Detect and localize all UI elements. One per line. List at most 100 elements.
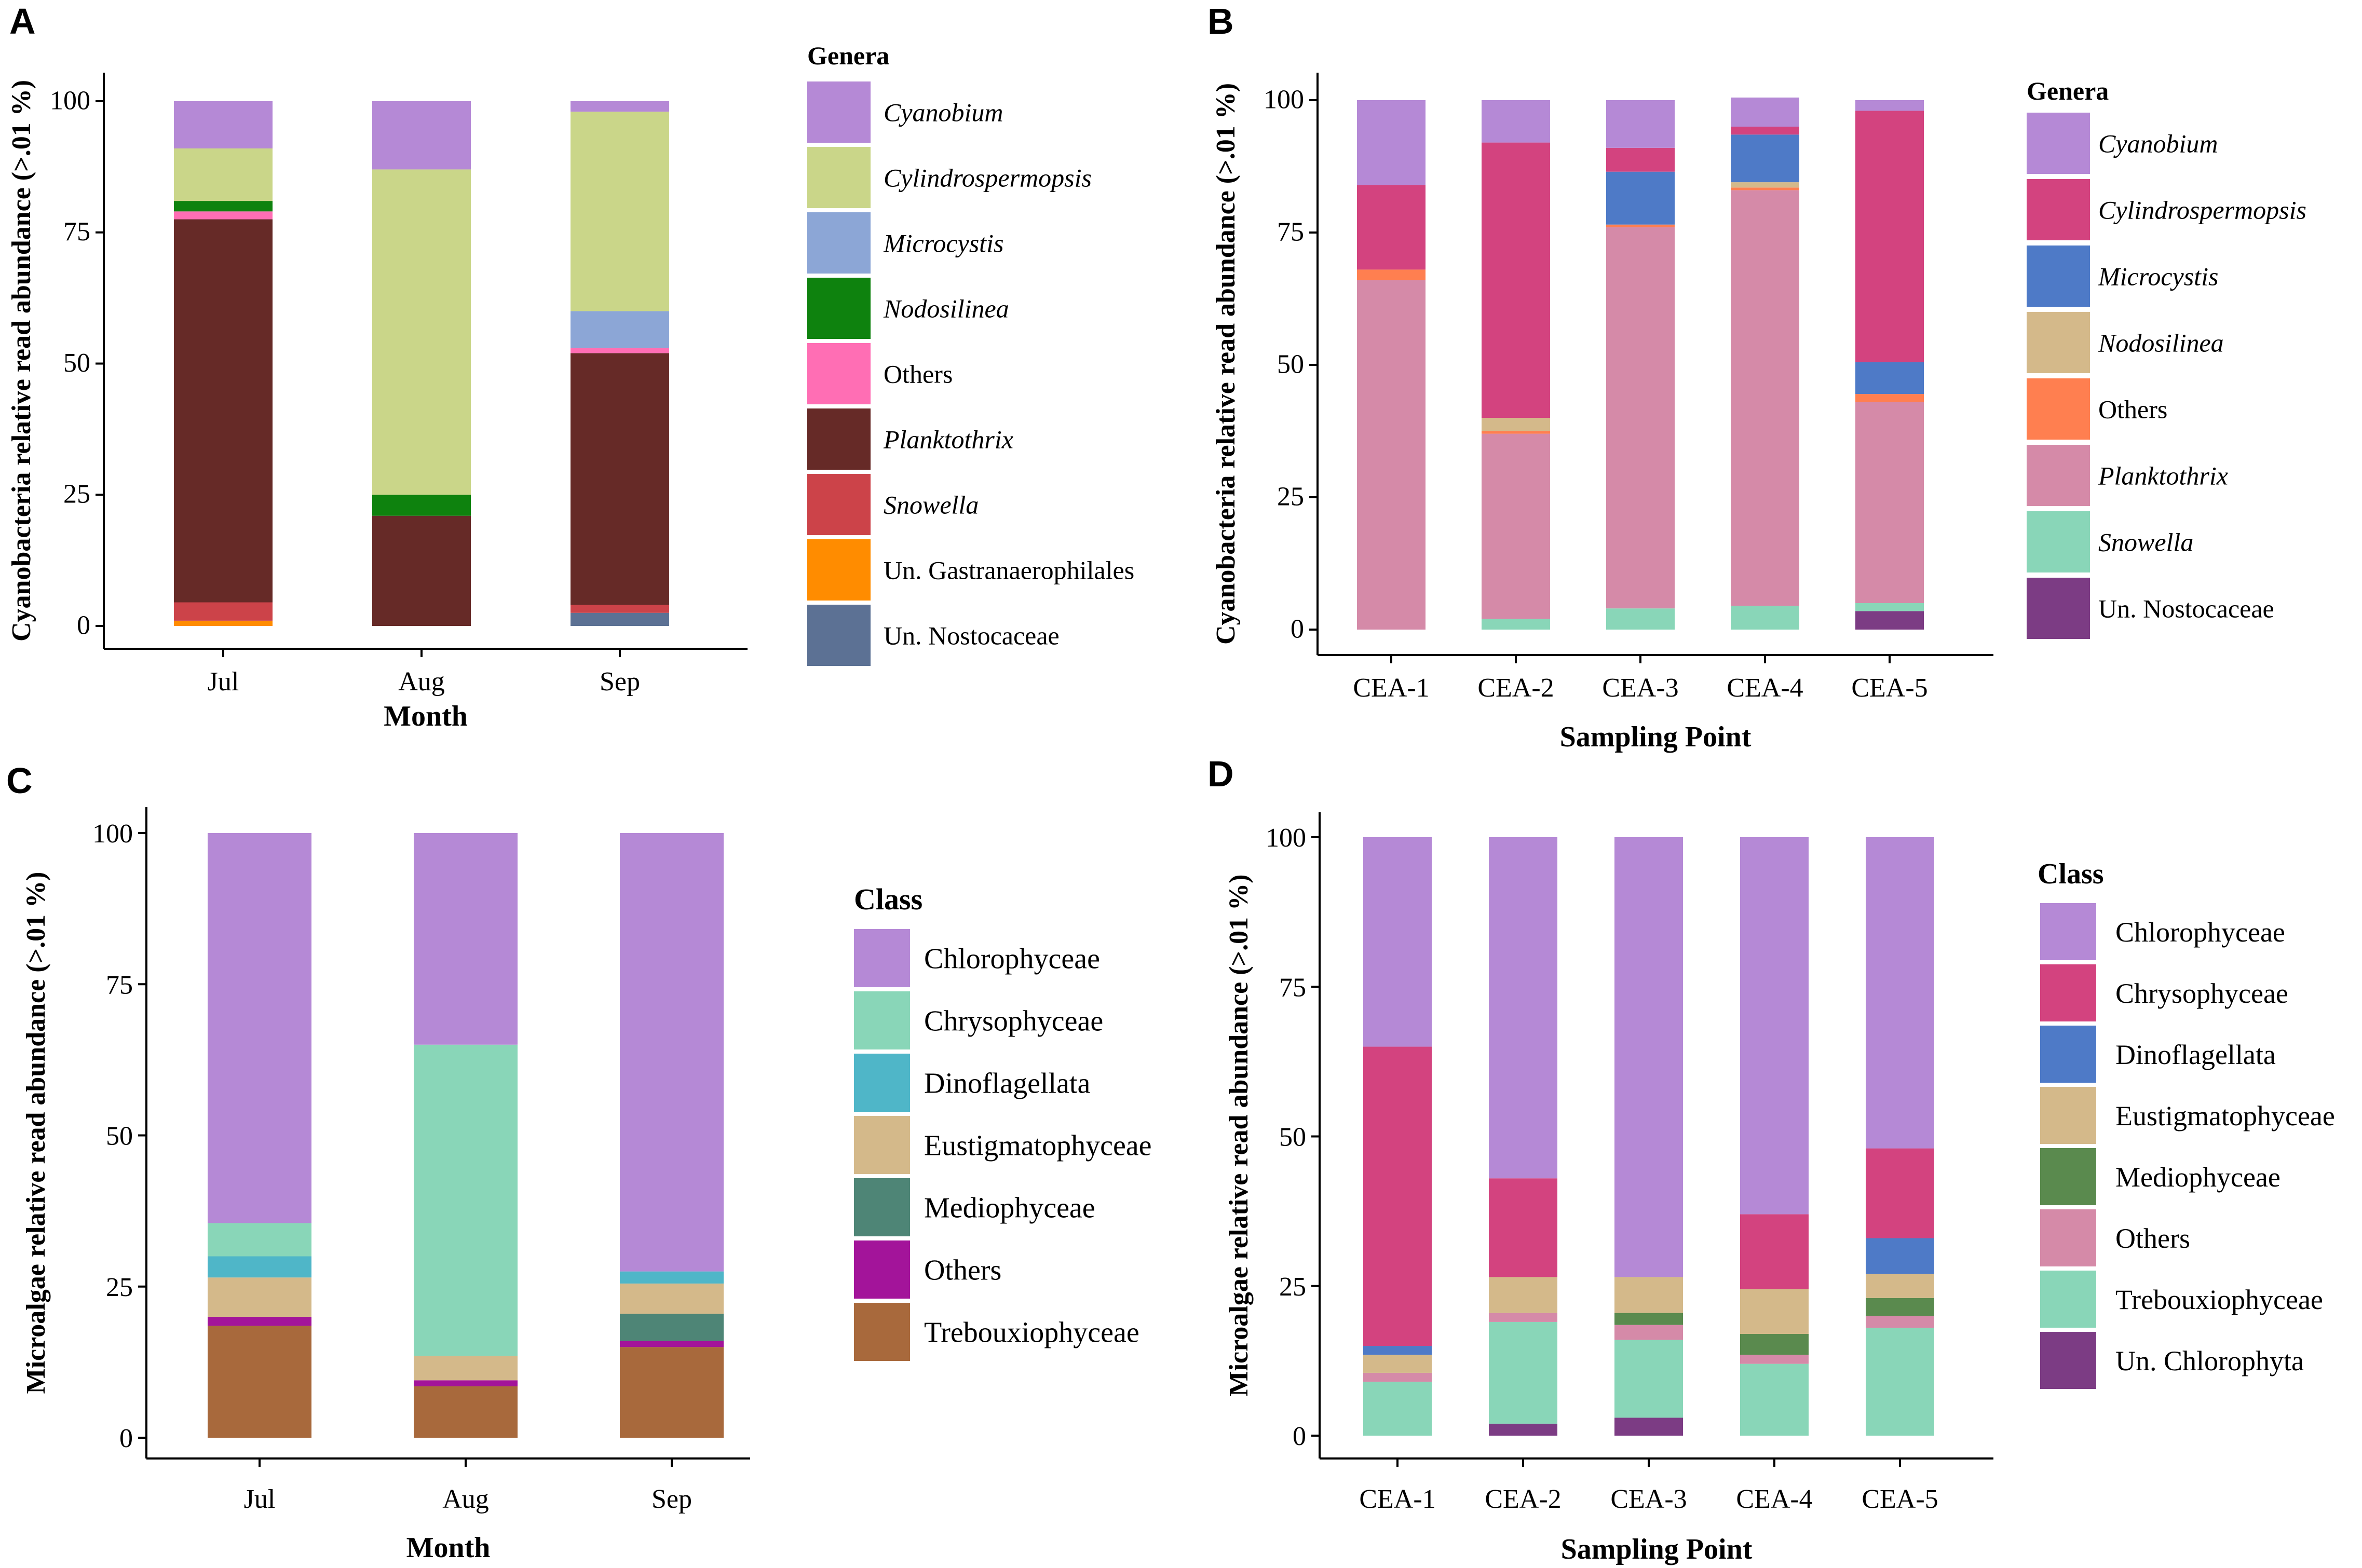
panel-b-legend-title: Genera	[2027, 76, 2109, 105]
legend-label-c-chlorophyceae: Chlorophyceae	[924, 943, 1100, 975]
legend-swatch-a-un-gastranaerophilales	[807, 539, 871, 601]
panel-b-x-tick-label: CEA-1	[1353, 673, 1429, 703]
panel-c-y-tick-label: 25	[106, 1273, 133, 1302]
bar-c-sep-eustigmatophyceae	[620, 1283, 724, 1314]
bar-d-cea-2-chrysophyceae	[1489, 1178, 1557, 1277]
legend-label-b-nodosilinea: Nodosilinea	[2098, 329, 2224, 358]
panel-d-y-tick-label: 0	[1293, 1422, 1306, 1451]
panel-b-y-tick-label: 50	[1277, 349, 1304, 379]
panel-a-letter: A	[9, 1, 36, 42]
bar-d-cea-5-dinoflagellata	[1866, 1238, 1934, 1274]
bar-d-cea-2-trebouxiophyceae	[1489, 1321, 1557, 1424]
panel-a-x-tick-label: Sep	[600, 667, 640, 697]
legend-swatch-b-planktothrix	[2027, 445, 2090, 506]
panel-c-y-tick-label: 75	[106, 970, 133, 1000]
bar-b-cea-4-planktothrix	[1731, 190, 1799, 606]
panel-a-x-tick-label: Jul	[208, 667, 239, 697]
bar-d-cea-1-dinoflagellata	[1363, 1346, 1432, 1355]
panel-b-y-tick-label: 100	[1264, 85, 1304, 114]
bar-b-cea-2-planktothrix	[1482, 433, 1550, 619]
bar-a-aug-planktothrix	[372, 515, 471, 626]
bar-b-cea-1-planktothrix	[1357, 280, 1426, 630]
bar-d-cea-2-others	[1489, 1313, 1557, 1322]
bar-a-aug-cyanobium	[372, 101, 471, 170]
bar-d-cea-4-others	[1740, 1355, 1809, 1364]
panel-a-y-tick-label: 25	[63, 480, 90, 509]
panel-b-y-tick-label: 0	[1291, 614, 1304, 644]
bar-c-aug-chrysophyceae	[414, 1044, 518, 1356]
legend-swatch-c-trebouxiophyceae	[854, 1303, 910, 1361]
panel-a-legend: Genera Cyanobium Cylindrospermopsis Microcy…	[807, 41, 1134, 666]
panel-b-y-tick-label: 75	[1277, 217, 1304, 247]
bar-b-cea-4-cyanobium	[1731, 97, 1799, 127]
bar-a-jul-nodosilinea	[174, 201, 273, 212]
bar-a-jul-cyanobium	[174, 101, 273, 148]
bar-d-cea-1-eustigmatophyceae	[1363, 1355, 1432, 1373]
bar-c-jul-eustigmatophyceae	[208, 1277, 311, 1317]
legend-swatch-b-nodosilinea	[2027, 312, 2090, 373]
legend-swatch-a-cyanobium	[807, 81, 871, 143]
bar-d-cea-3-eustigmatophyceae	[1614, 1277, 1683, 1313]
bar-c-jul-chrysophyceae	[208, 1223, 311, 1257]
legend-swatch-c-mediophyceae	[854, 1178, 910, 1236]
legend-swatch-d-chrysophyceae	[2040, 964, 2096, 1021]
legend-swatch-d-chlorophyceae	[2040, 903, 2096, 960]
panel-b-x-tick-label: CEA-5	[1851, 673, 1927, 703]
panel-d: D 0 25 50 75 100 CEA-1 CEA-2 CEA-3 CEA-4 CEA-5 Samp…	[1207, 754, 2335, 1565]
panel-c-x-tick-label: Jul	[244, 1484, 276, 1514]
panel-d-x-tick-label: CEA-3	[1610, 1484, 1687, 1514]
bar-d-cea-4-chlorophyceae	[1740, 837, 1809, 1215]
legend-swatch-d-mediophyceae	[2040, 1148, 2096, 1205]
legend-swatch-d-others	[2040, 1209, 2096, 1266]
panel-d-y-tick-label: 75	[1279, 973, 1306, 1002]
bar-a-jul-others	[174, 211, 273, 220]
legend-label-a-un-gastranaerophilales: Un. Gastranaerophilales	[884, 556, 1134, 585]
legend-label-b-microcystis: Microcystis	[2098, 262, 2218, 291]
panel-d-x-axis-label: Sampling Point	[1561, 1533, 1753, 1565]
bar-c-sep-mediophyceae	[620, 1314, 724, 1341]
legend-swatch-c-eustigmatophyceae	[854, 1116, 910, 1174]
bar-d-cea-1-trebouxiophyceae	[1363, 1382, 1432, 1436]
legend-swatch-b-un-nostocaceae	[2027, 578, 2090, 639]
legend-label-a-microcystis: Microcystis	[883, 229, 1003, 258]
legend-label-b-cylindrospermopsis: Cylindrospermopsis	[2098, 196, 2306, 225]
panel-b: B 0 25 50 75 100 CEA-1 CEA-2 CEA-3 CEA-4 CEA-5 Samp…	[1207, 1, 2306, 753]
legend-swatch-a-nodosilinea	[807, 278, 871, 339]
legend-label-a-cylindrospermopsis: Cylindrospermopsis	[884, 163, 1092, 193]
legend-swatch-d-un-chlorophyta	[2040, 1332, 2096, 1389]
legend-label-d-chrysophyceae: Chrysophyceae	[2115, 978, 2288, 1009]
panel-b-letter: B	[1207, 1, 1234, 42]
bar-c-jul-chlorophyceae	[208, 833, 311, 1223]
legend-swatch-c-chlorophyceae	[854, 929, 910, 987]
bar-c-sep-dinoflagellata	[620, 1271, 724, 1284]
legend-swatch-d-eustigmatophyceae	[2040, 1087, 2096, 1144]
panel-c-x-axis-label: Month	[406, 1532, 491, 1564]
bar-b-cea-4-nodosilinea	[1731, 182, 1799, 188]
legend-swatch-a-snowella	[807, 474, 871, 535]
bar-b-cea-5-microcystis	[1855, 362, 1924, 394]
legend-label-c-trebouxiophyceae: Trebouxiophyceae	[924, 1317, 1139, 1349]
panel-d-x-tick-label: CEA-2	[1485, 1484, 1561, 1514]
panel-d-letter: D	[1207, 754, 1234, 794]
legend-swatch-a-microcystis	[807, 212, 871, 274]
legend-label-c-eustigmatophyceae: Eustigmatophyceae	[924, 1130, 1152, 1162]
bar-a-jul-cylindrospermopsis	[174, 148, 273, 201]
legend-swatch-d-dinoflagellata	[2040, 1026, 2096, 1083]
bar-d-cea-1-chrysophyceae	[1363, 1046, 1432, 1346]
legend-swatch-a-others	[807, 343, 871, 404]
bar-d-cea-4-eustigmatophyceae	[1740, 1289, 1809, 1334]
panel-a-y-axis-label: Cyanobacteria relative read abundance (>…	[7, 80, 36, 642]
bar-b-cea-2-others	[1482, 431, 1550, 434]
panel-c-x-tick-label: Sep	[651, 1484, 692, 1514]
panel-d-y-tick-label: 25	[1279, 1272, 1306, 1302]
panel-d-x-tick-label: CEA-4	[1736, 1484, 1812, 1514]
bar-d-cea-3-mediophyceae	[1614, 1313, 1683, 1325]
legend-swatch-c-others	[854, 1240, 910, 1299]
bar-b-cea-1-others	[1357, 269, 1426, 280]
bar-b-cea-4-snowella	[1731, 606, 1799, 630]
bar-a-jul-snowella	[174, 602, 273, 621]
bar-b-cea-1-cyanobium	[1357, 100, 1426, 185]
panel-b-y-axis-label: Cyanobacteria relative read abundance (>…	[1211, 83, 1241, 645]
bar-c-aug-eustigmatophyceae	[414, 1356, 518, 1381]
